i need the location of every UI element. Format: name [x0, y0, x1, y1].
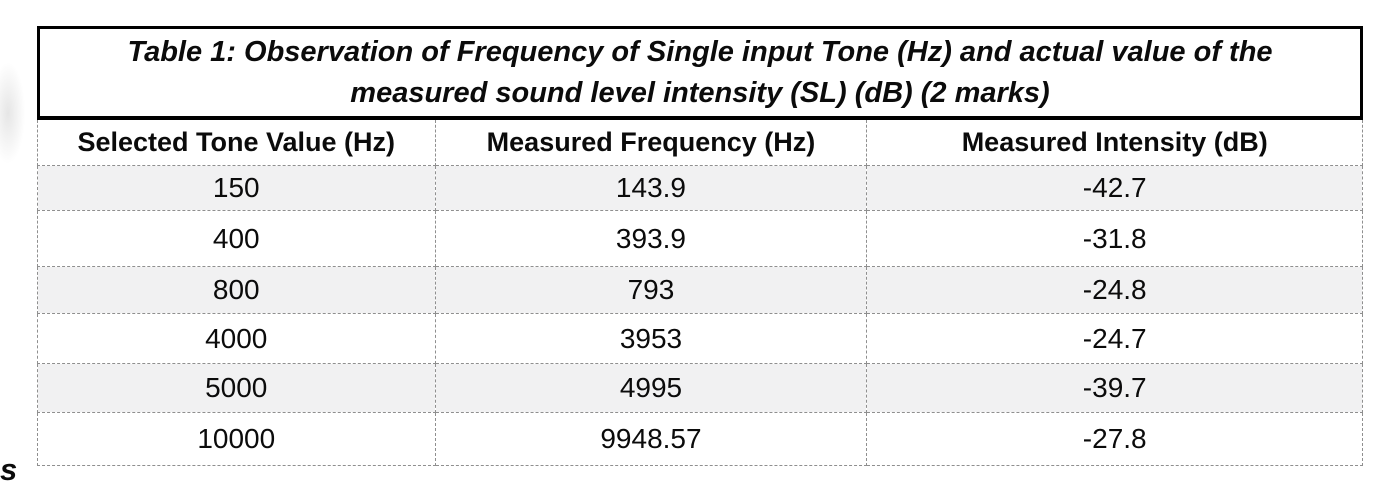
cell-selected-tone: 800 [37, 266, 436, 314]
observation-table: Table 1: Observation of Frequency of Sin… [37, 26, 1363, 466]
cell-measured-frequency: 3953 [434, 313, 868, 364]
cell-measured-frequency: 4995 [434, 363, 868, 413]
header-row: Selected Tone Value (Hz) Measured Freque… [37, 120, 1363, 166]
table-caption-line2: measured sound level intensity (SL) (dB)… [350, 77, 1050, 109]
table-row: 400 393.9 -31.8 [37, 210, 1363, 267]
cell-measured-intensity: -39.7 [866, 363, 1363, 413]
cell-measured-intensity: -24.8 [866, 266, 1363, 314]
cell-selected-tone: 4000 [37, 313, 436, 364]
table-caption-line1: Table 1: Observation of Frequency of Sin… [127, 36, 1273, 68]
table-row: 4000 3953 -24.7 [37, 313, 1363, 364]
table-row: 5000 4995 -39.7 [37, 363, 1363, 413]
cell-measured-frequency: 793 [434, 266, 868, 314]
cell-selected-tone: 10000 [37, 412, 436, 466]
table-row: 150 143.9 -42.7 [37, 165, 1363, 211]
data-table: Selected Tone Value (Hz) Measured Freque… [37, 120, 1363, 466]
cell-measured-intensity: -24.7 [866, 313, 1363, 364]
cell-measured-intensity: -31.8 [866, 210, 1363, 267]
col-header-selected-tone: Selected Tone Value (Hz) [37, 120, 436, 166]
cell-measured-frequency: 393.9 [434, 210, 868, 267]
table-row: 10000 9948.57 -27.8 [37, 412, 1363, 466]
cell-measured-intensity: -27.8 [866, 412, 1363, 466]
scan-edge-smudge [0, 48, 30, 178]
cell-measured-frequency: 143.9 [434, 165, 868, 211]
table-row: 800 793 -24.8 [37, 266, 1363, 314]
col-header-measured-frequency: Measured Frequency (Hz) [434, 120, 868, 166]
table-caption: Table 1: Observation of Frequency of Sin… [37, 26, 1363, 120]
cell-measured-intensity: -42.7 [866, 165, 1363, 211]
cell-selected-tone: 5000 [37, 363, 436, 413]
cell-selected-tone: 150 [37, 165, 436, 211]
cutoff-text-fragment: s [0, 452, 18, 487]
cell-selected-tone: 400 [37, 210, 436, 267]
cell-measured-frequency: 9948.57 [434, 412, 868, 466]
col-header-measured-intensity: Measured Intensity (dB) [866, 120, 1363, 166]
table-body: 150 143.9 -42.7 400 393.9 -31.8 800 793 … [37, 165, 1363, 466]
